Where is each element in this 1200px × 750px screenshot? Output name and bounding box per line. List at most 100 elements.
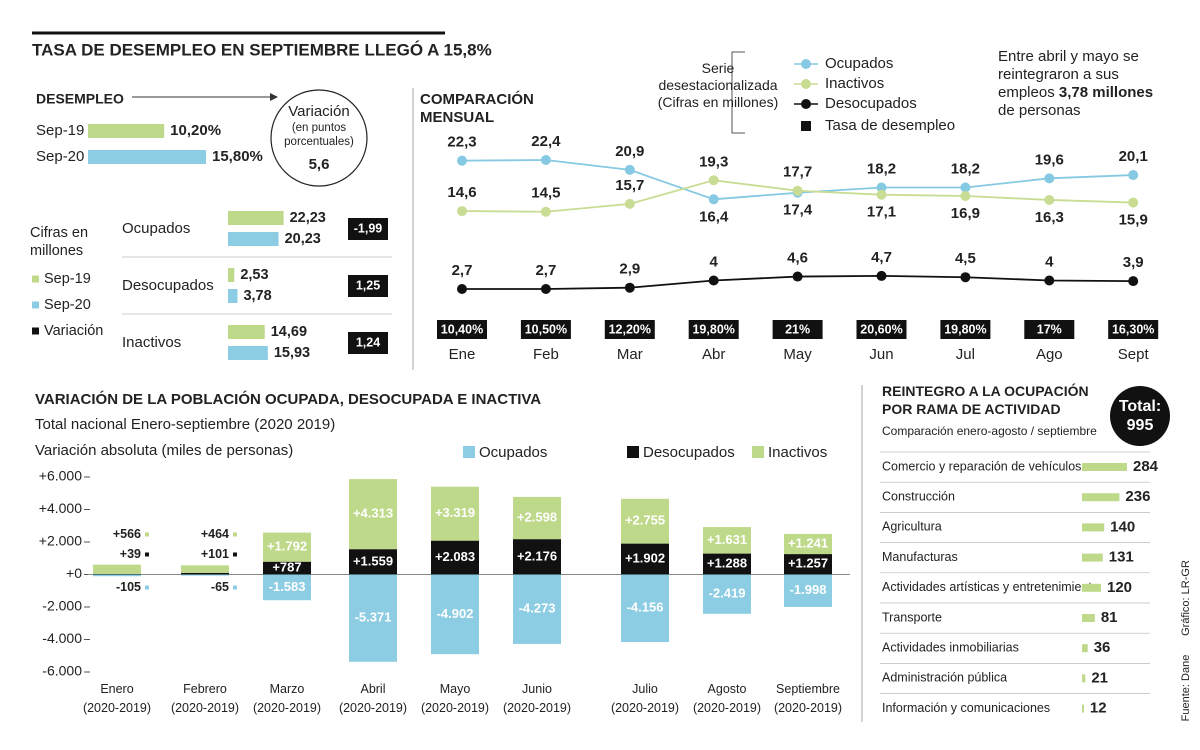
label-swatch xyxy=(233,532,237,537)
value-label: 236 xyxy=(1125,488,1150,505)
variation-label: 1,24 xyxy=(356,335,380,349)
point xyxy=(708,275,719,286)
value-label: 81 xyxy=(1101,609,1118,626)
category-label: Construcción xyxy=(882,489,955,503)
value-label: +1.559 xyxy=(353,553,393,568)
value-label: 36 xyxy=(1094,639,1111,656)
value-label: +1.288 xyxy=(707,555,747,570)
category-label: Desocupados xyxy=(122,277,214,294)
total-value: 995 xyxy=(1127,417,1154,434)
rate-box xyxy=(940,320,991,339)
legend-swatch xyxy=(32,275,39,283)
variation-box xyxy=(348,218,388,240)
point xyxy=(876,270,887,281)
value-label: 15,93 xyxy=(274,345,310,361)
bar xyxy=(228,232,279,246)
value-label: +1.241 xyxy=(788,535,828,550)
bar-segment xyxy=(349,479,397,550)
point xyxy=(1044,173,1055,184)
legend-label: Inactivos xyxy=(768,444,827,461)
x-tick-label: Febrero (2020-2019) xyxy=(171,682,239,715)
value-label: 20,23 xyxy=(285,231,321,247)
point xyxy=(1044,194,1055,205)
value-label: +566 xyxy=(113,527,141,541)
bar-segment xyxy=(784,574,832,607)
value-label: +464 xyxy=(201,527,229,541)
x-tick-label: Agosto (2020-2019) xyxy=(693,682,761,715)
rate-label: 19,80% xyxy=(944,322,986,336)
value-label: -5.371 xyxy=(355,610,392,625)
legend-label: Ocupados xyxy=(479,444,547,461)
x-tick-label: May xyxy=(783,346,812,363)
point xyxy=(960,272,971,283)
value-label: 22,3 xyxy=(447,134,476,151)
annotation-circle xyxy=(270,89,368,187)
legend-label: Desocupados xyxy=(643,444,735,461)
value-label: 18,2 xyxy=(951,160,980,177)
rate-box xyxy=(772,320,823,339)
bar xyxy=(1082,674,1086,683)
bar-segment xyxy=(703,574,751,614)
category-label: Administración pública xyxy=(882,671,1007,685)
legend-label: Desocupados xyxy=(825,95,917,112)
chart-subtitle: Total nacional Enero-septiembre (2020 20… xyxy=(35,416,335,433)
category-label: Agricultura xyxy=(882,520,942,534)
x-tick-label: Sept xyxy=(1118,346,1150,363)
value-label: 12 xyxy=(1090,700,1107,717)
x-tick-label: Ago xyxy=(1036,346,1063,363)
bar-segment xyxy=(621,498,669,544)
bar-segment xyxy=(263,561,311,575)
bar-segment xyxy=(181,565,229,573)
annotation-subtitle: (en puntos porcentuales) xyxy=(284,122,354,148)
value-label: 14,6 xyxy=(447,184,476,201)
legend-swatch xyxy=(32,327,39,335)
x-tick-label: Mayo (2020-2019) xyxy=(421,682,489,715)
value-label: 17,7 xyxy=(783,164,812,181)
bar xyxy=(228,346,268,360)
bar-segment xyxy=(621,543,669,575)
point xyxy=(457,284,467,294)
x-tick-label: Abr xyxy=(702,346,725,363)
value-label: 20,1 xyxy=(1119,148,1148,165)
legend-swatch xyxy=(752,446,764,458)
category-label: Información y comunicaciones xyxy=(882,701,1050,715)
bar-segment xyxy=(263,532,311,562)
value-label: 4 xyxy=(710,253,719,270)
rate-label: 21% xyxy=(785,322,810,336)
bar-segment xyxy=(513,539,561,575)
y-axis-label: Variación absoluta (miles de personas) xyxy=(35,442,293,459)
value-label: 2,7 xyxy=(535,262,556,279)
label-swatch xyxy=(145,552,149,557)
y-tick-label: -2.000 xyxy=(42,598,82,614)
point xyxy=(624,198,635,209)
point xyxy=(1128,197,1139,208)
value-label: -1.998 xyxy=(790,582,827,597)
rate-box xyxy=(688,320,739,339)
point xyxy=(624,164,635,175)
point xyxy=(708,175,719,186)
value-label: 4 xyxy=(1045,253,1054,270)
category-label: Comercio y reparación de vehículos xyxy=(882,459,1081,473)
bar xyxy=(1082,523,1105,532)
value-label: -65 xyxy=(211,580,229,594)
bar xyxy=(228,289,238,303)
value-label: 3,78 xyxy=(243,288,271,304)
point xyxy=(876,189,887,200)
y-tick-label: +2.000 xyxy=(39,533,82,549)
value-label: 15,7 xyxy=(615,177,644,194)
x-tick-label: Enero (2020-2019) xyxy=(83,682,151,715)
value-label: +1.792 xyxy=(267,539,307,554)
legend-marker xyxy=(801,79,811,89)
value-label: 4,5 xyxy=(955,250,976,267)
bar-segment xyxy=(93,574,141,577)
legend-label: Variación xyxy=(44,323,103,339)
value-label: 19,3 xyxy=(699,153,728,170)
bar xyxy=(1082,553,1103,562)
legend-label: Inactivos xyxy=(825,75,884,92)
x-tick-label: Jul xyxy=(956,346,975,363)
legend-title: Cifras en millones xyxy=(30,225,88,259)
category-label: Ocupados xyxy=(122,220,190,237)
bar-segment xyxy=(93,573,141,575)
rate-box xyxy=(520,320,571,339)
value-label: +1.257 xyxy=(788,556,828,571)
